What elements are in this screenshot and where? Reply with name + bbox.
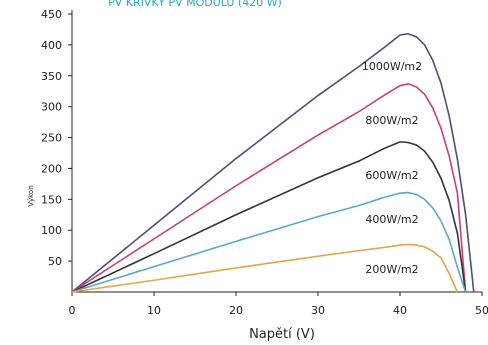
y-tick-label: 150: [41, 193, 62, 206]
x-tick-label: 30: [311, 304, 325, 317]
series-label: 800W/m2: [365, 114, 418, 127]
series-line: [71, 191, 467, 293]
x-tick-label: 10: [147, 304, 161, 317]
y-tick-label: 450: [41, 8, 62, 21]
chart-title: PV KŘIVKY PV MODULU (420 W): [108, 0, 282, 9]
x-axis-label: Napětí (V): [249, 327, 315, 342]
y-tick-label: 300: [41, 101, 62, 114]
y-tick-label: 250: [41, 132, 62, 145]
x-tick-label: 0: [69, 304, 76, 317]
y-tick-label: 100: [41, 224, 62, 237]
x-tick-label: 50: [475, 304, 488, 317]
y-tick-label: 350: [41, 70, 62, 83]
series-label: 200W/m2: [365, 263, 418, 276]
y-tick-label: 50: [48, 255, 62, 268]
series-line: [71, 141, 467, 293]
series-label: 600W/m2: [365, 169, 418, 182]
y-axis-label: Výkon: [27, 185, 35, 206]
series-line: [71, 243, 459, 293]
y-tick-label: 200: [41, 162, 62, 175]
x-tick-label: 20: [229, 304, 243, 317]
y-tick-label: 400: [41, 39, 62, 52]
series-label: 1000W/m2: [362, 60, 422, 73]
series-label: 400W/m2: [365, 213, 418, 226]
series-line: [71, 82, 467, 293]
series-line: [71, 32, 475, 293]
x-tick-label: 40: [393, 304, 407, 317]
